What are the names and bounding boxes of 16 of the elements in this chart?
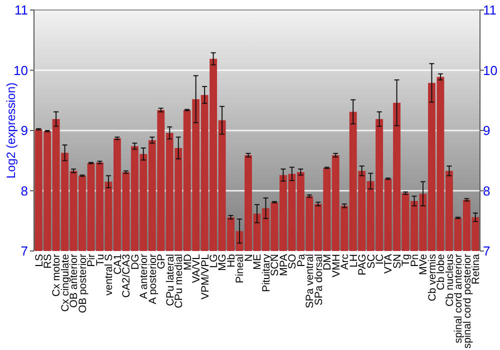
y2-tick-label: 7 <box>483 244 490 259</box>
x-tick-label: IC <box>374 254 386 264</box>
y-tick-label: 11 <box>14 2 28 18</box>
y2-tick-label: 11 <box>483 2 496 18</box>
y2-tick-label: 10 <box>483 62 498 78</box>
y-axis-title: Log2 (expression) <box>4 82 18 179</box>
x-tick-label: RS <box>42 254 54 269</box>
y-tick-label: 10 <box>14 62 28 78</box>
y2-tick-label: 9 <box>483 123 490 138</box>
y2-tick-label: 8 <box>483 183 490 198</box>
x-tick-label: A posterior <box>146 254 159 304</box>
x-tick-label: DG <box>129 254 142 270</box>
y-tick-label: 9 <box>20 123 28 138</box>
x-tick-label: OB posterior <box>76 254 89 313</box>
y-tick-label: 8 <box>20 183 28 198</box>
y-tick-label: 7 <box>20 244 28 259</box>
